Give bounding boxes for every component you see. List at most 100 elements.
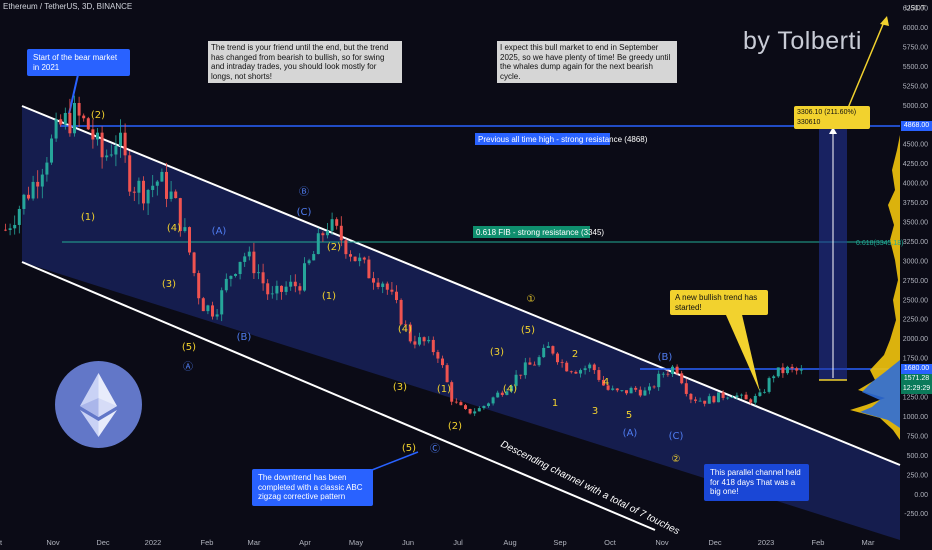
candle-body: [73, 102, 76, 134]
candle-body: [100, 132, 104, 158]
wave-label: 4: [603, 377, 609, 388]
candle-body: [243, 256, 247, 262]
fib-label-bg: [473, 226, 590, 238]
time-axis-tick: Dec: [708, 538, 722, 547]
candle-body: [257, 272, 260, 274]
candle-body: [178, 198, 182, 232]
candle-body: [579, 370, 582, 374]
candle-body: [749, 399, 753, 403]
wave-label: ①: [527, 294, 536, 305]
candle-body: [675, 366, 679, 374]
parallel-channel-note: This parallel channel held for 418 days …: [704, 464, 809, 501]
bullish-note-pointer: [722, 306, 760, 392]
candle-body: [395, 291, 398, 300]
candle-body: [418, 337, 421, 345]
candle-body: [123, 132, 127, 156]
wave-label: (3): [393, 382, 407, 393]
price-axis-tick: 750.00: [907, 433, 929, 440]
wave-label: (B): [237, 332, 252, 343]
candle-body: [629, 387, 633, 394]
candle-body: [464, 405, 467, 409]
wave-label: 2: [572, 349, 578, 360]
candle-body: [712, 396, 716, 403]
candle-body: [174, 191, 178, 199]
candle-body: [735, 395, 739, 398]
current-price-tag: 1571.28 12:29:29: [901, 374, 932, 394]
candle-body: [206, 305, 210, 312]
wave-label: (1): [81, 212, 95, 223]
time-axis-tick: Jul: [453, 538, 463, 547]
candle-body: [284, 286, 288, 292]
candle-body: [454, 401, 458, 403]
candle-body: [730, 397, 734, 398]
candle-body: [13, 224, 17, 229]
wave-label: (2): [327, 242, 341, 253]
candle-body: [381, 283, 385, 287]
candle-body: [795, 368, 799, 371]
candle-body: [680, 373, 684, 384]
candle-body: [546, 346, 550, 348]
price-axis: 6500.006250.006000.005750.005500.005250.…: [903, 6, 929, 519]
price-axis-tick: 1250.00: [903, 395, 928, 402]
time-axis-tick: Nov: [46, 538, 60, 547]
wave-label: 3: [592, 406, 598, 417]
candle-body: [661, 373, 665, 375]
candle-body: [330, 219, 334, 231]
candle-body: [592, 364, 596, 371]
time-axis-tick: Jun: [402, 538, 414, 547]
candle-body: [666, 373, 670, 375]
time-axis-tick: Feb: [201, 538, 214, 547]
candle-body: [27, 194, 30, 199]
candle-body: [77, 102, 81, 116]
ath-label-bg: [475, 133, 610, 145]
wave-label: (1): [322, 291, 336, 302]
candle-body: [565, 362, 569, 372]
wave-label: (4): [167, 223, 181, 234]
price-axis-tick: 6250.00: [903, 6, 928, 13]
candle-body: [523, 362, 527, 376]
candle-body: [707, 396, 711, 404]
price-axis-tick: 2750.00: [903, 278, 928, 285]
candle-body: [758, 392, 762, 396]
candle-body: [215, 314, 219, 317]
candle-body: [445, 365, 449, 383]
candle-body: [31, 181, 35, 199]
price-axis-tick: 6000.00: [903, 25, 928, 32]
candle-body: [344, 240, 348, 255]
candle-body: [772, 376, 776, 379]
candle-body: [119, 132, 122, 146]
price-axis-tick: 500.00: [907, 453, 929, 460]
time-axis-tick: Feb: [812, 538, 825, 547]
candle-body: [298, 286, 302, 291]
candle-body: [36, 181, 40, 187]
price-axis-tick: 1750.00: [903, 356, 928, 363]
candle-body: [59, 119, 63, 125]
candle-body: [431, 339, 435, 353]
wave-label: ②: [672, 454, 681, 465]
price-axis-tick: 5750.00: [903, 44, 928, 51]
time-axis-tick: Dec: [96, 538, 110, 547]
candle-body: [726, 397, 730, 399]
candle-body: [335, 219, 339, 226]
price-axis-tick: 3750.00: [903, 200, 928, 207]
candle-body: [514, 374, 518, 386]
forecast-arrow-line: [847, 21, 885, 109]
candle-body: [427, 339, 431, 342]
candle-body: [790, 366, 794, 369]
candle-body: [528, 362, 532, 365]
candle-body: [620, 390, 624, 392]
price-axis-tick: -250.00: [904, 511, 928, 518]
channel-upper-line: [21, 105, 901, 466]
candle-body: [275, 285, 279, 294]
candle-countdown: 12:29:29: [902, 384, 931, 392]
price-axis-tick: 250.00: [907, 472, 929, 479]
level-1680-price-tag: 1680.00: [901, 364, 932, 374]
candle-body: [602, 379, 605, 386]
candle-body: [606, 385, 610, 390]
candle-body: [114, 145, 118, 155]
candle-body: [372, 278, 375, 283]
candle-body: [537, 357, 541, 366]
candle-body: [450, 382, 454, 402]
candle-body: [753, 395, 757, 403]
